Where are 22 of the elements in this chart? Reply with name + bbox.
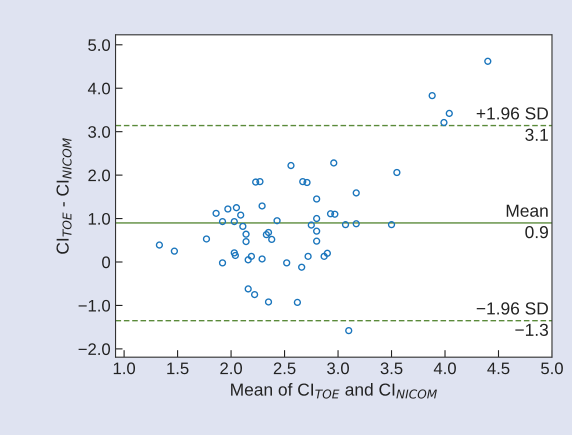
x-tick-label: 4.0 bbox=[434, 362, 456, 374]
y-tick-label: −2.0 bbox=[78, 343, 110, 356]
ref-line-label: −1.96 SD −1.3 bbox=[476, 302, 548, 336]
x-axis-title: Mean of CI$_{TOE}$ and CI$_{NICOM}$ bbox=[231, 382, 437, 399]
x-tick-label: 5.0 bbox=[541, 362, 563, 374]
x-tick-label: 3.0 bbox=[327, 362, 349, 374]
y-tick-label: 3.0 bbox=[88, 126, 110, 138]
y-axis-title: CI$_{TOE}$ - CI$_{NICOM}$ bbox=[56, 138, 72, 254]
x-tick-label: 3.5 bbox=[380, 362, 402, 374]
y-tick-label: 2.0 bbox=[88, 170, 110, 182]
ref-line-label: +1.96 SD 3.1 bbox=[476, 107, 548, 141]
ref-line-label: Mean 0.9 bbox=[506, 204, 548, 238]
y-tick-label: 0 bbox=[102, 256, 110, 268]
y-tick-label: −1.0 bbox=[78, 300, 110, 312]
x-tick-label: 1.5 bbox=[167, 362, 188, 374]
y-tick-label: 4.0 bbox=[88, 82, 110, 94]
y-tick-label: 1.0 bbox=[88, 212, 110, 225]
x-tick-label: 1.0 bbox=[114, 362, 136, 374]
x-tick-label: 4.5 bbox=[487, 362, 510, 374]
y-tick-label: 5.0 bbox=[88, 39, 110, 51]
x-tick-label: 2.0 bbox=[220, 362, 242, 374]
x-tick-label: 2.5 bbox=[274, 362, 296, 374]
